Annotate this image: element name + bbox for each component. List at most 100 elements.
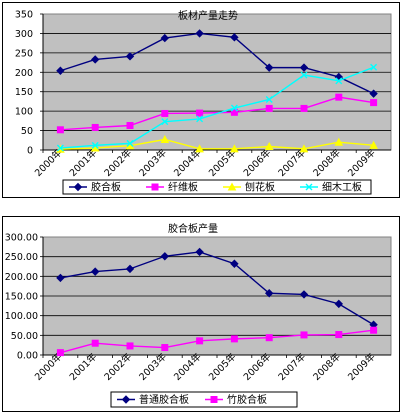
legend-item-0: 胶合板 <box>69 181 121 194</box>
series-1-point <box>300 104 308 112</box>
x-tick-label: 2008年 <box>311 146 344 179</box>
series-3-point <box>265 95 273 103</box>
y-tick-label: 300.00 <box>5 233 38 244</box>
legend-label: 竹胶合板 <box>227 393 267 406</box>
y-tick-label: 150.00 <box>5 292 38 303</box>
series-0-point <box>160 33 170 43</box>
series-0 <box>56 29 378 98</box>
series-1-point <box>196 337 204 345</box>
legend-item-1: 竹胶合板 <box>205 393 267 406</box>
series-2-point <box>230 144 239 153</box>
y-tick-label: 200 <box>15 68 33 79</box>
y-tick-label: 50.00 <box>11 331 38 342</box>
legend-box <box>110 391 298 408</box>
legend-item-3: 细木工板 <box>300 181 362 194</box>
series-1 <box>56 326 378 357</box>
series-0-line <box>60 251 374 326</box>
series-1 <box>56 93 378 134</box>
series-2-line <box>60 138 374 150</box>
y-tick-label: 0.00 <box>17 351 38 362</box>
series-0-point <box>369 89 378 98</box>
series-1-point <box>230 335 238 343</box>
series-0-point <box>230 259 239 268</box>
series-0-point <box>125 264 135 274</box>
series-0-point <box>299 63 309 72</box>
legend-marker <box>151 183 159 191</box>
series-1-point <box>126 342 134 350</box>
series-0-point <box>195 29 204 38</box>
legend-marker <box>227 182 237 191</box>
y-tick-label: 0 <box>27 146 33 157</box>
series-1-point <box>56 349 64 357</box>
series-1-point <box>300 331 308 339</box>
series-1-line <box>60 329 374 354</box>
series-1-point <box>370 326 378 334</box>
y-tick-label: 250 <box>15 48 33 59</box>
series-3 <box>56 63 378 152</box>
series-0-point <box>230 33 239 42</box>
legend-marker <box>210 396 218 403</box>
chart-panel-2: 胶合板产量 0.00 50.00 100.00 150.00 200.00 250.00 30… <box>2 216 400 412</box>
legend-label: 胶合板 <box>91 181 121 194</box>
legend-box <box>62 179 372 195</box>
legend-marker <box>121 395 131 404</box>
series-1-point <box>91 123 99 131</box>
legend-item-2: 刨花板 <box>223 181 275 194</box>
series-3-point <box>91 141 99 149</box>
legend-item-1: 纤维板 <box>146 181 198 194</box>
chart-title: 板材产量走势 <box>178 9 238 22</box>
series-0-point <box>56 66 65 75</box>
series-2 <box>56 134 378 153</box>
series-1-point <box>335 93 343 101</box>
series-2-point <box>264 141 274 151</box>
series-3-point <box>196 115 204 123</box>
x-tick-label: 2009年 <box>345 146 378 179</box>
chart-title: 胶合板产量 <box>168 222 218 235</box>
legend-label: 细木工板 <box>322 181 362 194</box>
series-0-point <box>264 289 274 298</box>
y-tick-label: 200.00 <box>5 272 38 283</box>
series-1-point <box>230 108 238 116</box>
series-3-point <box>335 77 343 85</box>
series-2-point <box>160 134 170 144</box>
series-1-point <box>126 122 134 130</box>
x-tick-label: 2002年 <box>102 146 135 179</box>
series-0-point <box>56 273 65 283</box>
chart-panel-1: 板材产量走势 0 50 100 150 200 250 300 350 2000年 2001年 200… <box>2 2 400 198</box>
series-3-point <box>300 71 308 79</box>
y-tick-label: 250.00 <box>5 252 38 263</box>
series-0-line <box>60 32 374 95</box>
legend-item-0: 普通胶合板 <box>117 393 189 406</box>
series-1-point <box>56 126 64 134</box>
series-1-point <box>370 99 378 107</box>
x-tick-label: 2003年 <box>137 146 170 179</box>
panel-2-svg: 胶合板产量 0.00 50.00 100.00 150.00 200.00 250.00 30… <box>5 222 392 408</box>
series-2-point <box>334 137 344 146</box>
series-0-point <box>90 267 100 276</box>
series-3-point <box>230 104 238 112</box>
series-2-point <box>195 144 204 153</box>
series-1-point <box>265 334 273 342</box>
series-0-point <box>299 290 309 299</box>
series-0-point <box>334 299 344 309</box>
series-1-point <box>161 344 169 352</box>
legend-label: 纤维板 <box>168 181 198 194</box>
series-2-point <box>299 144 309 153</box>
x-tick-label: 2006年 <box>241 146 274 179</box>
series-3-point <box>56 144 64 152</box>
series-0-point <box>195 247 204 257</box>
series-0 <box>56 247 378 329</box>
y-tick-label: 350 <box>15 10 33 21</box>
legend-marker <box>73 182 83 192</box>
series-0-point <box>90 55 100 64</box>
series-3-point <box>126 139 134 147</box>
y-tick-label: 300 <box>15 29 33 40</box>
series-0-point <box>264 63 274 72</box>
legend-label: 刨花板 <box>245 181 275 194</box>
y-tick-label: 50 <box>21 126 33 137</box>
series-0-point <box>160 252 170 261</box>
legend-marker <box>305 183 313 191</box>
legend-label: 普通胶合板 <box>139 393 189 406</box>
series-3-line <box>60 66 374 149</box>
